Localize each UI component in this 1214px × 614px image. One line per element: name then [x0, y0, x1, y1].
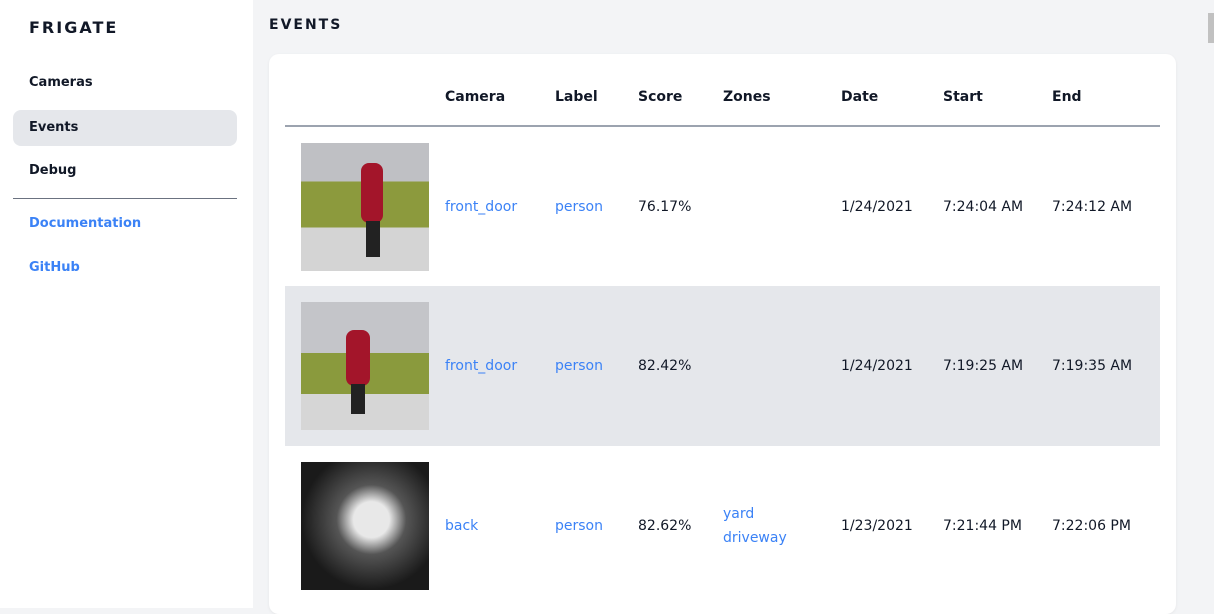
score: 82.62% [638, 518, 692, 534]
scrollbar-thumb[interactable] [1208, 13, 1214, 43]
end-time: 7:24:12 AM [1052, 198, 1133, 215]
zone-link[interactable]: driveway [723, 530, 787, 546]
header-label: Label [555, 54, 638, 127]
brand-logo: FRIGATE [29, 18, 119, 37]
score: 82.42% [638, 286, 723, 446]
header-zones: Zones [723, 54, 841, 127]
label-link[interactable]: person [555, 358, 603, 374]
end-time: 7:19:35 AM [1052, 286, 1160, 446]
header-start: Start [943, 54, 1052, 127]
date: 1/24/2021 [841, 198, 913, 215]
sidebar: FRIGATE Cameras Events Debug Documentati… [0, 0, 253, 608]
date: 1/23/2021 [841, 518, 913, 534]
events-table: Camera Label Score Zones Date Start End … [285, 54, 1160, 606]
header-end: End [1052, 54, 1160, 127]
sidebar-item-cameras[interactable]: Cameras [29, 75, 93, 90]
camera-link[interactable]: back [445, 518, 479, 534]
sidebar-item-debug[interactable]: Debug [29, 163, 77, 178]
start-time: 7:21:44 PM [943, 518, 1022, 534]
header-score: Score [638, 54, 723, 127]
event-thumbnail[interactable] [301, 302, 429, 430]
events-card: Camera Label Score Zones Date Start End … [269, 54, 1176, 614]
header-date: Date [841, 54, 943, 127]
header-thumbnail [285, 54, 445, 127]
start-time: 7:19:25 AM [943, 286, 1052, 446]
label-link[interactable]: person [555, 518, 603, 534]
sidebar-divider [13, 198, 237, 199]
github-link[interactable]: GitHub [29, 260, 80, 275]
end-time: 7:22:06 PM [1052, 518, 1131, 534]
camera-link[interactable]: front_door [445, 198, 518, 215]
camera-link[interactable]: front_door [445, 358, 518, 374]
table-row[interactable]: front_door person 76.17% 1/24/2021 7:24:… [285, 126, 1160, 286]
table-row[interactable]: back person 82.62% yard driveway 1/23/202… [285, 446, 1160, 606]
header-camera: Camera [445, 54, 555, 127]
table-row[interactable]: front_door person 82.42% 1/24/2021 7:19:… [285, 286, 1160, 446]
start-time: 7:24:04 AM [943, 198, 1024, 215]
sidebar-item-events[interactable]: Events [13, 110, 237, 146]
event-thumbnail[interactable] [301, 142, 429, 271]
event-thumbnail[interactable] [301, 462, 429, 590]
zone-link[interactable]: yard [723, 506, 755, 522]
score: 76.17% [638, 198, 692, 215]
page-title: EVENTS [269, 17, 343, 33]
label-link[interactable]: person [555, 198, 603, 215]
documentation-link[interactable]: Documentation [29, 216, 142, 231]
date: 1/24/2021 [841, 286, 943, 446]
scrollbar[interactable] [1206, 0, 1214, 608]
